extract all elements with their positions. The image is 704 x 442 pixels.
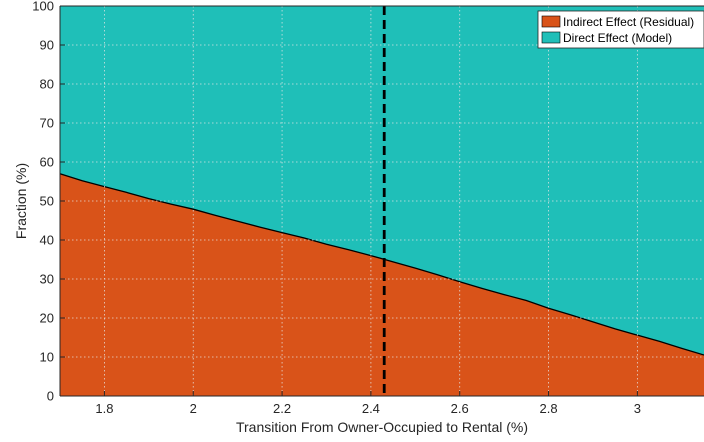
y-tick-label: 0 <box>47 389 54 404</box>
y-tick-label: 40 <box>40 233 54 248</box>
legend-swatch-direct[interactable] <box>541 31 561 44</box>
x-tick-label: 2.2 <box>273 401 291 416</box>
legend[interactable]: Indirect Effect (Residual) Direct Effect … <box>537 10 704 49</box>
x-tick-label: 2.6 <box>451 401 469 416</box>
x-tick-label: 2.4 <box>362 401 380 416</box>
area-indirect-effect <box>60 173 704 396</box>
area-direct-effect <box>60 6 704 356</box>
chart-marks <box>59 6 704 396</box>
series-boundary-line <box>59 173 704 356</box>
y-axis-label: Fraction (%) <box>13 163 29 239</box>
y-tick-label: 50 <box>40 194 54 209</box>
y-tick-label: 90 <box>40 38 54 53</box>
x-tick-label: 2 <box>190 401 197 416</box>
x-tick-label: 3 <box>634 401 641 416</box>
legend-swatch-indirect[interactable] <box>541 15 561 28</box>
y-tick-label: 60 <box>40 155 54 170</box>
legend-box[interactable] <box>537 10 704 49</box>
x-axis-label: Transition From Owner-Occupied to Rental… <box>236 419 528 435</box>
y-tick-label: 70 <box>40 116 54 131</box>
y-tick-label: 100 <box>32 0 54 14</box>
y-tick-label: 30 <box>40 272 54 287</box>
legend-label-direct[interactable]: Direct Effect (Model) <box>563 31 672 45</box>
y-tick-label: 20 <box>40 311 54 326</box>
x-tick-label: 1.8 <box>95 401 113 416</box>
legend-label-indirect[interactable]: Indirect Effect (Residual) <box>563 15 694 29</box>
y-tick-label: 10 <box>40 350 54 365</box>
y-tick-label: 80 <box>40 77 54 92</box>
x-tick-label: 2.8 <box>540 401 558 416</box>
